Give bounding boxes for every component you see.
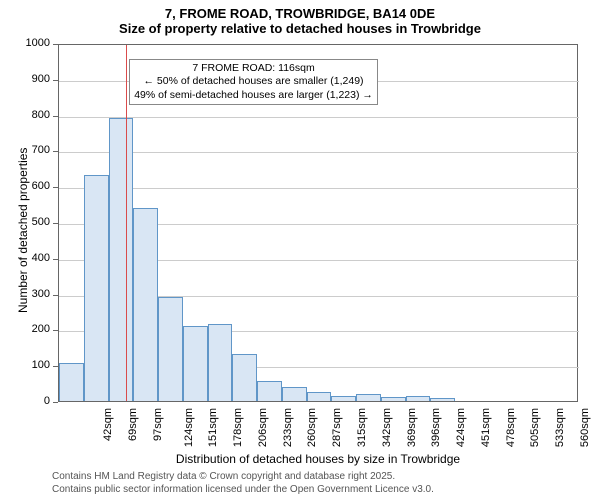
histogram-bar (232, 354, 257, 401)
xtick-label: 560sqm (579, 408, 591, 447)
reference-line (126, 45, 127, 401)
xtick-label: 178sqm (232, 408, 244, 447)
xtick-label: 396sqm (430, 408, 442, 447)
ytick-mark (53, 402, 58, 403)
ytick-mark (53, 44, 58, 45)
xtick-label: 287sqm (331, 408, 343, 447)
gridline (59, 152, 579, 153)
footnote-line2: Contains public sector information licen… (52, 483, 434, 496)
ytick-label: 900 (10, 73, 50, 85)
ytick-label: 200 (10, 323, 50, 335)
ytick-label: 700 (10, 144, 50, 156)
histogram-bar (430, 398, 455, 401)
ytick-mark (53, 223, 58, 224)
annotation-box: 7 FROME ROAD: 116sqm← 50% of detached ho… (129, 59, 378, 104)
histogram-bar (282, 387, 307, 401)
gridline (59, 117, 579, 118)
xtick-label: 342sqm (381, 408, 393, 447)
histogram-bar (307, 392, 332, 401)
ytick-mark (53, 259, 58, 260)
xtick-label: 97sqm (152, 408, 164, 441)
histogram-bar (257, 381, 282, 401)
ytick-mark (53, 187, 58, 188)
histogram-bar (183, 326, 208, 401)
footnote-line1: Contains HM Land Registry data © Crown c… (52, 470, 395, 483)
ytick-label: 400 (10, 252, 50, 264)
annotation-line: 7 FROME ROAD: 116sqm (134, 62, 373, 75)
annotation-line: ← 50% of detached houses are smaller (1,… (134, 75, 373, 88)
annotation-line: 49% of semi-detached houses are larger (… (134, 89, 373, 102)
ytick-mark (53, 295, 58, 296)
ytick-label: 300 (10, 288, 50, 300)
histogram-bar (356, 394, 381, 401)
xtick-label: 69sqm (127, 408, 139, 441)
ytick-label: 500 (10, 216, 50, 228)
xtick-label: 42sqm (102, 408, 114, 441)
ytick-label: 800 (10, 109, 50, 121)
xtick-label: 124sqm (183, 408, 195, 447)
xtick-label: 478sqm (505, 408, 517, 447)
ytick-mark (53, 366, 58, 367)
xtick-label: 424sqm (455, 408, 467, 447)
ytick-mark (53, 80, 58, 81)
histogram-bar (109, 118, 134, 401)
xtick-label: 451sqm (480, 408, 492, 447)
histogram-bar (158, 297, 183, 401)
plot-area: 7 FROME ROAD: 116sqm← 50% of detached ho… (58, 44, 578, 402)
ytick-label: 600 (10, 180, 50, 192)
histogram-bar (59, 363, 84, 401)
xtick-label: 151sqm (208, 408, 220, 447)
xtick-label: 260sqm (307, 408, 319, 447)
xtick-label: 533sqm (554, 408, 566, 447)
xtick-label: 315sqm (356, 408, 368, 447)
xtick-label: 206sqm (257, 408, 269, 447)
ytick-mark (53, 330, 58, 331)
histogram-bar (381, 397, 406, 401)
histogram-bar (133, 208, 158, 401)
histogram-bar (406, 396, 431, 401)
histogram-bar (84, 175, 109, 401)
ytick-label: 0 (10, 395, 50, 407)
histogram-bar (331, 396, 356, 401)
ytick-mark (53, 151, 58, 152)
ytick-mark (53, 116, 58, 117)
chart-title-line1: 7, FROME ROAD, TROWBRIDGE, BA14 0DE (0, 6, 600, 21)
ytick-label: 1000 (10, 37, 50, 49)
histogram-bar (208, 324, 233, 401)
xtick-label: 505sqm (529, 408, 541, 447)
xtick-label: 233sqm (282, 408, 294, 447)
chart-title-block: 7, FROME ROAD, TROWBRIDGE, BA14 0DE Size… (0, 0, 600, 36)
chart-title-line2: Size of property relative to detached ho… (0, 21, 600, 36)
x-axis-label: Distribution of detached houses by size … (58, 452, 578, 466)
gridline (59, 188, 579, 189)
xtick-label: 369sqm (406, 408, 418, 447)
ytick-label: 100 (10, 359, 50, 371)
